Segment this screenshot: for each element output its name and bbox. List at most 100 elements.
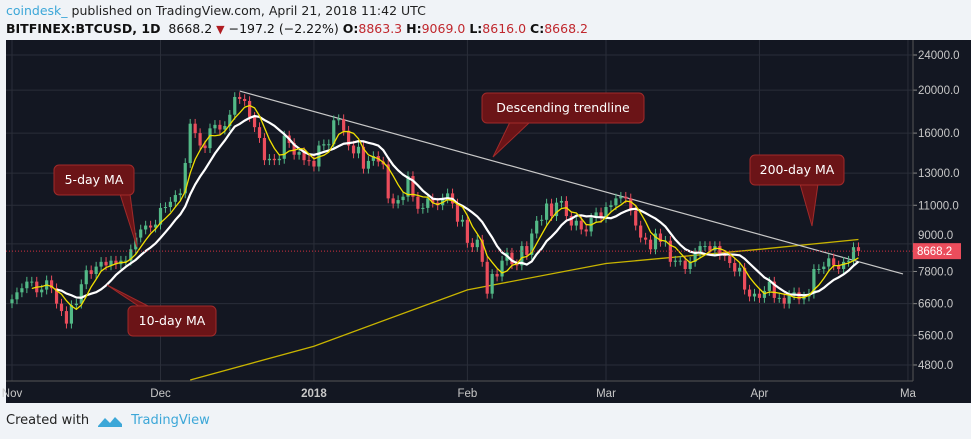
candle-body: [757, 293, 762, 298]
candle-body: [856, 247, 861, 252]
ma200-annotation-label: 200-day MA: [760, 162, 835, 177]
candle-body: [79, 284, 83, 304]
candle-body: [366, 160, 370, 169]
high-value: 9069.0: [421, 21, 466, 36]
candle-body: [307, 160, 311, 162]
candle-body: [728, 256, 732, 264]
candle-body: [252, 116, 257, 128]
candle-body: [762, 290, 766, 298]
candle-body: [267, 158, 271, 161]
x-tick-label: 2018: [301, 388, 327, 400]
ma200-line: [190, 238, 859, 381]
candle-body: [144, 225, 148, 230]
candle-body: [50, 280, 54, 289]
candle-body: [218, 124, 222, 130]
candle-body: [540, 219, 544, 221]
candle-body: [356, 146, 361, 154]
candle-body: [822, 266, 826, 270]
candle-body: [158, 207, 163, 225]
trend-annotation-label: Descending trendline: [496, 100, 630, 115]
candle-body: [846, 260, 851, 262]
publish-info: coindesk_ published on TradingView.com, …: [6, 3, 426, 18]
candle-body: [619, 196, 623, 199]
candle-body: [188, 123, 192, 163]
publish-text: published on TradingView.com, April 21, …: [71, 3, 426, 18]
candle-body: [282, 135, 286, 159]
candle-body: [431, 198, 435, 203]
candle-body: [59, 303, 64, 312]
candle-body: [20, 288, 24, 293]
plot-background: [6, 40, 913, 403]
created-with-text: Created with: [6, 413, 90, 428]
candle-body: [40, 289, 44, 293]
candle-body: [594, 212, 598, 218]
candle-body: [614, 198, 618, 206]
author-link[interactable]: coindesk_: [6, 3, 68, 18]
x-tick-label: Feb: [457, 388, 477, 400]
candle-body: [812, 269, 816, 294]
candle-body: [109, 260, 113, 266]
tradingview-logo-icon: [98, 416, 123, 427]
last-price-label: 8668.2: [917, 246, 952, 258]
candle-body: [851, 247, 856, 261]
candle-body: [708, 246, 712, 251]
candle-body: [510, 252, 514, 265]
candle-body: [584, 229, 588, 232]
candle-body: [69, 305, 73, 324]
candle-body: [25, 281, 29, 289]
candle-body: [272, 158, 276, 161]
candle-body: [767, 281, 771, 291]
candle-body: [337, 119, 341, 121]
y-tick-label: 5600.0: [918, 330, 953, 342]
ma5-annotation-box: [53, 164, 135, 196]
candle-body: [332, 120, 336, 145]
candle-body: [549, 203, 554, 217]
candle-body: [658, 233, 663, 242]
candle-body: [347, 130, 351, 146]
candle-body: [599, 212, 603, 218]
candle-body: [644, 237, 648, 240]
candle-body: [411, 176, 415, 197]
candle-body: [213, 124, 217, 129]
candle-body: [104, 261, 108, 266]
descending-trendline: [239, 90, 904, 275]
candle-body: [351, 145, 356, 154]
candle-body: [698, 246, 702, 253]
candle-body: [545, 203, 549, 220]
candle-body: [579, 220, 583, 230]
candle-body: [114, 260, 118, 265]
candle-body: [554, 202, 559, 217]
ma10-annotation-label: 10-day MA: [139, 313, 206, 328]
candle-body: [777, 297, 781, 299]
candle-body: [460, 219, 465, 222]
candle-body: [153, 224, 158, 228]
candle-body: [74, 303, 78, 306]
candle-body: [648, 239, 653, 250]
candle-body: [832, 258, 836, 266]
candle-body: [406, 176, 410, 197]
close-label: C:: [530, 21, 545, 36]
candle-body: [827, 258, 831, 267]
candle-body: [302, 152, 306, 161]
y-tick-label: 20000.0: [918, 85, 960, 97]
last-price: 8668.2: [168, 21, 213, 36]
y-tick-label: 6600.0: [918, 299, 953, 311]
candle-body: [228, 114, 232, 127]
low-value: 8616.0: [482, 21, 527, 36]
candle-body: [327, 144, 331, 146]
candle-body: [738, 267, 742, 272]
candle-body: [203, 145, 207, 149]
candle-body: [530, 233, 534, 255]
candle-body: [693, 252, 697, 262]
candle-body: [535, 220, 539, 234]
candle-body: [678, 260, 682, 262]
open-value: 8863.3: [358, 21, 403, 36]
candle-body: [455, 203, 460, 222]
candle-body: [149, 225, 153, 228]
candle-body: [480, 239, 484, 262]
candle-body: [233, 96, 237, 115]
tradingview-link[interactable]: TradingView: [131, 413, 210, 428]
y-tick-label: 16000.0: [918, 128, 960, 140]
candle-body: [401, 196, 405, 201]
